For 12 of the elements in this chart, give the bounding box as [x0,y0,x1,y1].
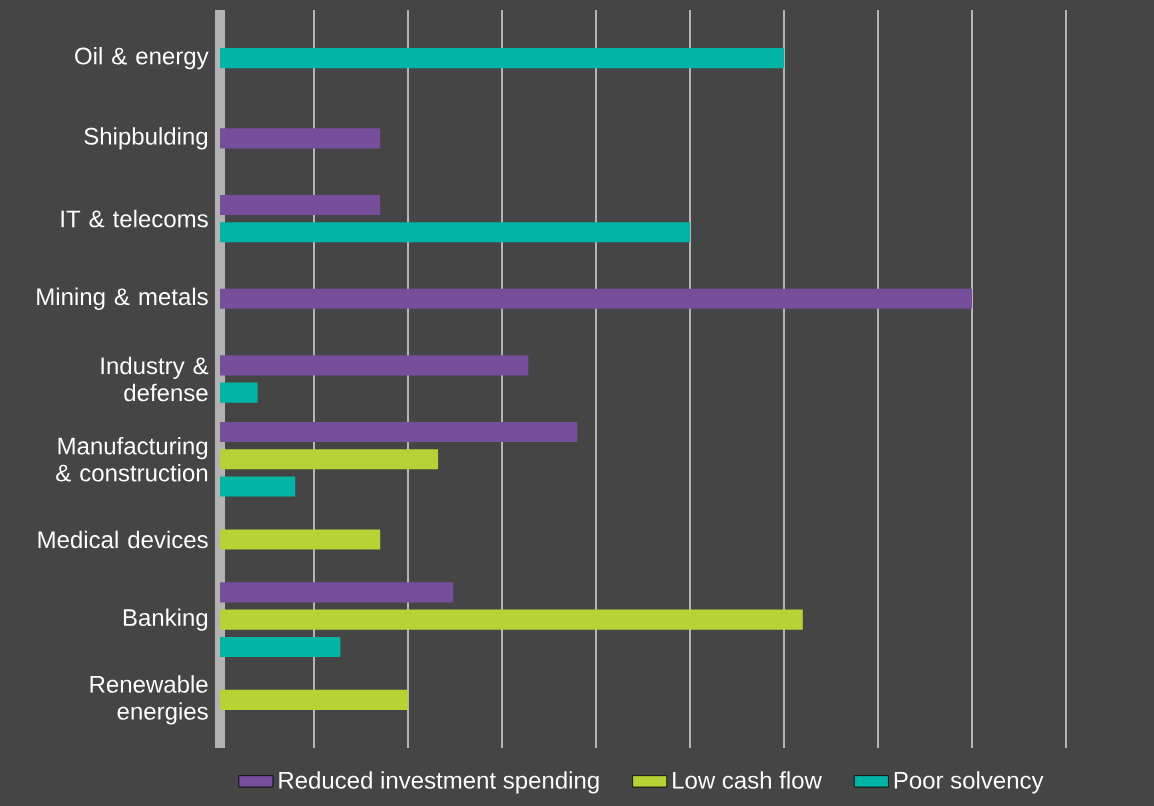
legend-label: Low cash flow [673,771,822,789]
legend-label: Poor solvency [894,771,1044,794]
y-tick-label: Manufacturing & construction [56,436,208,482]
y-tick-label: Oil & energy [75,46,209,70]
y-tick-label: Industry & defense [101,356,209,402]
legend-label: Reduced investment spending [279,771,599,794]
y-tick-label: Shipbulding [84,127,208,150]
y-tick-label: Mining & metals [37,287,208,310]
y-tick-label: Medical devices [38,530,208,549]
y-tick-label: IT & telecoms [61,209,208,228]
y-tick-label: Renewable energies [90,675,208,725]
y-tick-label: Banking [123,608,208,631]
